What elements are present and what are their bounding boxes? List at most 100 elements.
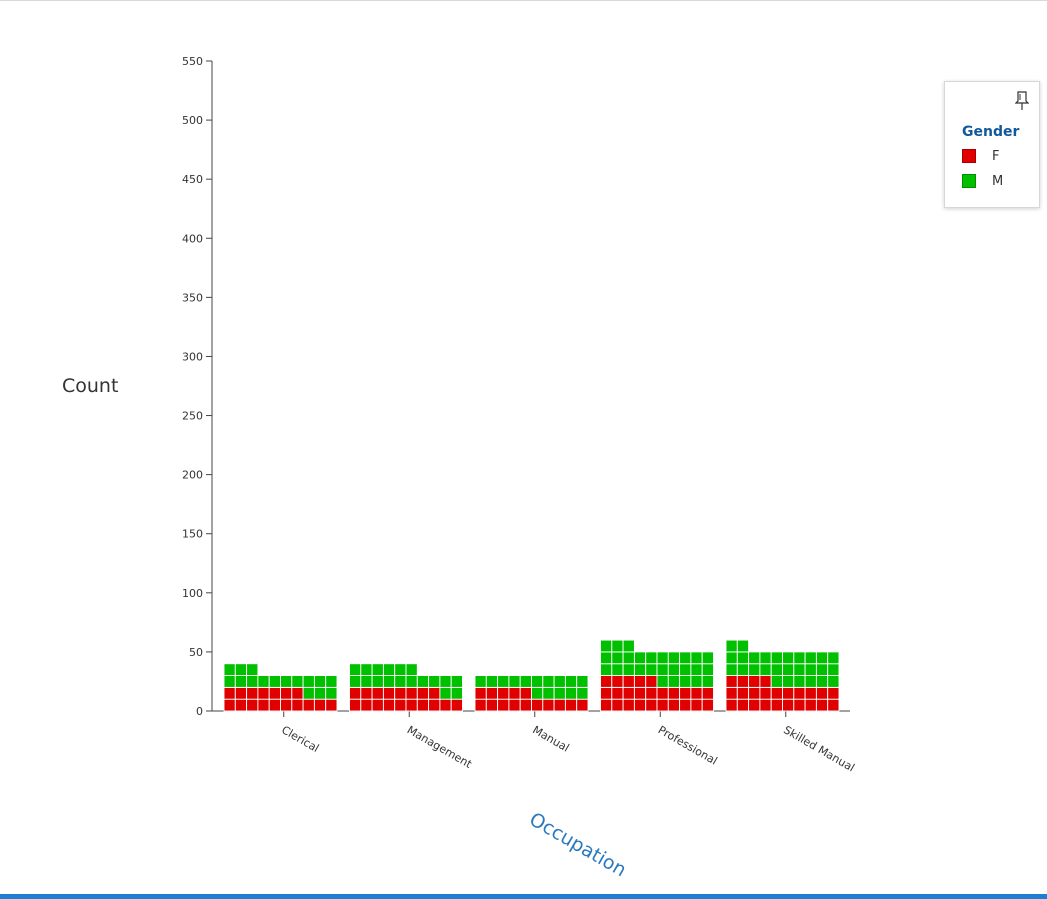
waffle-cell-m — [371, 675, 384, 688]
waffle-cell-f — [508, 698, 521, 712]
waffle-cell-m — [564, 675, 578, 688]
waffle-cell-m — [508, 675, 521, 688]
waffle-cell-f — [268, 686, 281, 700]
waffle-cell-f — [280, 686, 293, 700]
legend-item-f[interactable]: F — [962, 147, 999, 165]
waffle-cell-f — [382, 686, 396, 700]
waffle-cell-m — [782, 663, 795, 676]
waffle-cell-f — [428, 698, 441, 712]
top-divider — [0, 0, 1047, 1]
waffle-cell-m — [759, 663, 772, 676]
waffle-cell-f — [815, 698, 829, 712]
waffle-cell-f — [474, 698, 487, 712]
waffle-cell-m — [645, 651, 658, 665]
waffle-cell-m — [371, 663, 384, 676]
waffle-cell-f — [257, 686, 270, 700]
waffle-cell-f — [600, 686, 613, 700]
waffle-cell-f — [497, 686, 510, 700]
waffle-cell-m — [656, 651, 669, 665]
waffle-cell-m — [313, 686, 327, 700]
waffle-cell-m — [633, 663, 647, 676]
waffle-cell-f — [690, 686, 703, 700]
legend-item-m[interactable]: M — [962, 172, 1003, 190]
waffle-cell-m — [302, 686, 315, 700]
waffle-cell-f — [564, 698, 578, 712]
waffle-cell-m — [622, 651, 635, 665]
y-tick-label: 550 — [182, 55, 203, 68]
waffle-cell-f — [622, 686, 635, 700]
waffle-cell-f — [815, 686, 829, 700]
waffle-cell-m — [416, 675, 430, 688]
waffle-cell-m — [827, 675, 840, 688]
waffle-cell-f — [382, 698, 396, 712]
waffle-cell-m — [667, 651, 681, 665]
waffle-cell-f — [679, 686, 692, 700]
waffle-cell-m — [611, 651, 624, 665]
waffle-cell-m — [815, 651, 829, 665]
waffle-cell-f — [313, 698, 327, 712]
bar-clerical[interactable] — [223, 663, 338, 712]
waffle-cell-m — [394, 663, 407, 676]
waffle-cell-m — [725, 663, 738, 676]
waffle-cell-m — [782, 675, 795, 688]
waffle-cell-f — [725, 698, 738, 712]
waffle-cell-m — [302, 675, 315, 688]
waffle-cell-m — [291, 675, 304, 688]
waffle-cell-f — [759, 686, 772, 700]
waffle-cell-m — [815, 675, 829, 688]
waffle-cell-m — [474, 675, 487, 688]
waffle-cell-f — [645, 686, 658, 700]
waffle-cell-m — [405, 663, 418, 676]
waffle-cell-f — [257, 698, 270, 712]
waffle-cell-m — [405, 675, 418, 688]
waffle-cell-f — [793, 698, 806, 712]
y-tick-label: 0 — [196, 705, 203, 718]
waffle-cell-m — [576, 686, 589, 700]
legend-title: Gender — [962, 124, 1020, 140]
waffle-cell-m — [349, 663, 362, 676]
waffle-cell-m — [325, 675, 338, 688]
bar-management[interactable] — [349, 663, 463, 712]
waffle-cell-m — [827, 651, 840, 665]
waffle-cell-m — [439, 675, 452, 688]
waffle-cell-m — [690, 675, 703, 688]
waffle-cell-f — [622, 675, 635, 688]
y-tick-label: 50 — [189, 646, 203, 659]
bar-manual[interactable] — [474, 675, 589, 712]
y-tick-label: 100 — [182, 587, 203, 600]
y-axis-title: Count — [62, 375, 118, 397]
waffle-cell-m — [804, 675, 817, 688]
waffle-cell-m — [725, 651, 738, 665]
waffle-cell-m — [600, 651, 613, 665]
waffle-cell-m — [679, 651, 692, 665]
y-tick-label: 500 — [182, 114, 203, 127]
waffle-cell-f — [645, 698, 658, 712]
waffle-cell-f — [600, 698, 613, 712]
waffle-cell-f — [371, 698, 384, 712]
waffle-cell-m — [542, 675, 555, 688]
waffle-cell-f — [519, 698, 532, 712]
waffle-cell-f — [519, 686, 532, 700]
waffle-cell-m — [679, 663, 692, 676]
waffle-cell-m — [804, 663, 817, 676]
waffle-cell-m — [793, 675, 806, 688]
pin-icon[interactable] — [1015, 91, 1029, 111]
waffle-cell-m — [531, 675, 544, 688]
waffle-cell-f — [759, 675, 772, 688]
waffle-cell-f — [736, 675, 750, 688]
waffle-cell-m — [600, 639, 613, 653]
x-tick-label: Management — [405, 723, 475, 771]
waffle-cell-f — [701, 698, 714, 712]
bar-professional[interactable] — [600, 639, 714, 712]
waffle-cell-m — [793, 651, 806, 665]
waffle-cell-f — [325, 698, 338, 712]
waffle-cell-f — [349, 686, 362, 700]
bar-skilled-manual[interactable] — [725, 639, 840, 712]
waffle-cell-f — [280, 698, 293, 712]
waffle-cell-f — [371, 686, 384, 700]
waffle-cell-m — [600, 663, 613, 676]
waffle-cell-m — [701, 675, 714, 688]
waffle-cell-f — [416, 686, 430, 700]
waffle-cell-m — [759, 651, 772, 665]
y-tick-label: 150 — [182, 528, 203, 541]
